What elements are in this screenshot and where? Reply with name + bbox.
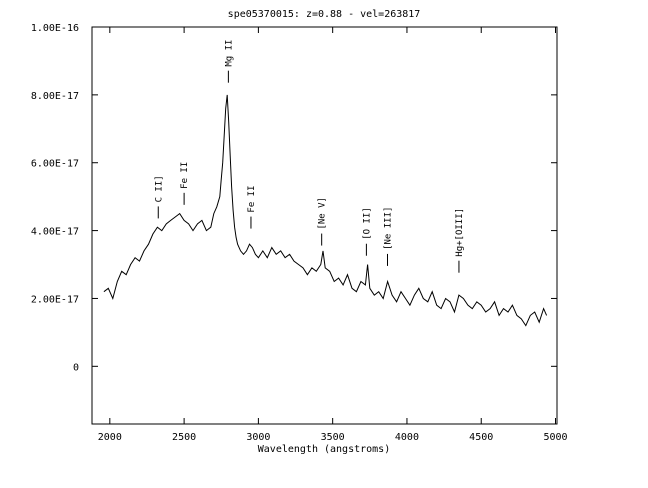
spectrum-line bbox=[103, 94, 548, 327]
y-tick-label: 0 bbox=[73, 362, 79, 373]
line-label: Mg II bbox=[224, 40, 234, 67]
x-tick-label: 4500 bbox=[469, 432, 493, 443]
emission-line-labels: C II] Fe II Mg II Fe II [Ne V] [O II] [Ne III]… bbox=[154, 40, 465, 273]
x-tick-label: 3500 bbox=[321, 432, 345, 443]
line-label: Fe II bbox=[180, 162, 190, 189]
line-label: Hg+[OIII] bbox=[455, 208, 465, 257]
y-axis-ticks: 0 2.00E-17 4.00E-17 6.00E-17 8.00E-17 1.00E-1… bbox=[31, 23, 557, 373]
y-tick-label: 2.00E-17 bbox=[31, 294, 79, 305]
line-label: C II] bbox=[154, 175, 164, 202]
x-tick-label: 4000 bbox=[395, 432, 419, 443]
x-axis-ticks: 2000 2500 3000 3500 4000 4500 5000 bbox=[98, 27, 568, 443]
x-axis-title: Wavelength (angstroms) bbox=[258, 444, 390, 455]
x-tick-label: 2000 bbox=[98, 432, 122, 443]
chart-title: spe05370015: z=0.88 - vel=263817 bbox=[228, 9, 421, 20]
spectrum-series bbox=[103, 94, 548, 327]
x-tick-label: 5000 bbox=[543, 432, 567, 443]
line-label: [O II] bbox=[362, 207, 372, 240]
y-tick-label: 8.00E-17 bbox=[31, 91, 79, 102]
line-label: [Ne III] bbox=[383, 207, 393, 250]
y-tick-label: 1.00E-16 bbox=[31, 23, 79, 34]
line-label: [Ne V] bbox=[318, 197, 328, 230]
line-label: Fe II bbox=[247, 185, 257, 212]
y-tick-label: 4.00E-17 bbox=[31, 227, 79, 238]
plot-frame bbox=[91, 26, 558, 425]
y-tick-label: 6.00E-17 bbox=[31, 159, 79, 170]
x-tick-label: 3000 bbox=[246, 432, 270, 443]
x-tick-label: 2500 bbox=[172, 432, 196, 443]
